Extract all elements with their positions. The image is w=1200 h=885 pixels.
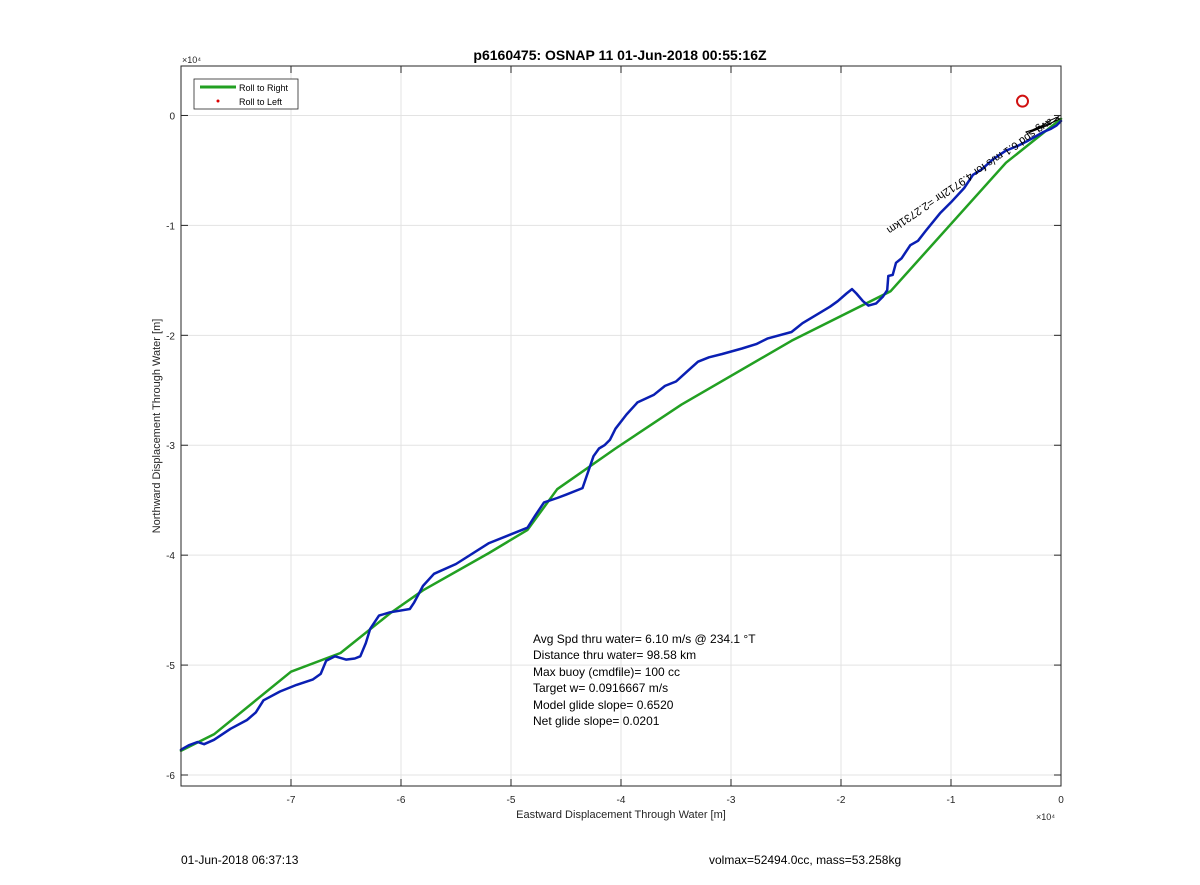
surface-marker-circle [1016, 94, 1029, 108]
legend-label-roll-right: Roll to Right [239, 83, 289, 93]
tick-labels: -7 -6 -5 -4 -3 -2 -1 0 0 -1 -2 -3 -4 -5 -6 [166, 111, 1064, 806]
footer-summary: volmax=52494.0cc, mass=53.258kg [709, 853, 902, 867]
x-tick-label: -4 [617, 795, 626, 806]
series-layer [179, 116, 1063, 753]
ticks [181, 66, 1062, 786]
x-exponent-label: ×10⁴ [1036, 812, 1055, 822]
legend-label-roll-left: Roll to Left [239, 97, 283, 107]
chart-title: p6160475: OSNAP 11 01-Jun-2018 00:55:16Z [473, 47, 767, 63]
y-tick-label: -3 [166, 441, 175, 452]
stats-avg-speed: Avg Spd thru water= 6.10 m/s @ 234.1 °T [533, 632, 756, 646]
legend-marker-roll-left [216, 99, 220, 103]
footer-timestamp: 01-Jun-2018 06:37:13 [181, 853, 299, 867]
stats-max-buoy: Max buoy (cmdfile)= 100 cc [533, 664, 681, 679]
legend: Roll to Right Roll to Left [193, 78, 299, 110]
x-tick-label: -5 [507, 795, 516, 806]
x-tick-label: -1 [947, 795, 956, 806]
y-tick-label: -2 [166, 331, 175, 342]
stats-target-w: Target w= 0.0916667 m/s [533, 681, 669, 696]
y-exponent-label: ×10⁴ [182, 55, 201, 65]
x-tick-label: 0 [1058, 795, 1064, 806]
stats-block: Avg Spd thru water= 6.10 m/s @ 234.1 °T … [533, 631, 756, 729]
y-tick-label: -6 [166, 771, 175, 782]
legend-box [193, 78, 299, 110]
x-tick-label: -6 [397, 795, 406, 806]
stats-distance: Distance thru water= 98.58 km [533, 648, 697, 663]
stats-model-glide-slope: Model glide slope= 0.6520 [533, 697, 674, 712]
y-tick-label: 0 [169, 111, 175, 122]
y-axis-label: Northward Displacement Through Water [m] [151, 319, 163, 534]
markers-layer [1016, 94, 1029, 108]
x-axis-label: Eastward Displacement Through Water [m] [516, 809, 726, 821]
x-tick-label: -2 [837, 795, 846, 806]
y-tick-label: -1 [166, 221, 175, 232]
y-tick-label: -4 [166, 551, 175, 562]
series-line-0 [179, 117, 1063, 753]
series-line-2 [1025, 116, 1061, 134]
stats-net-glide-slope: Net glide slope= 0.0201 [533, 714, 660, 729]
x-tick-label: -7 [287, 795, 296, 806]
series-line-1 [179, 119, 1063, 751]
x-tick-label: -3 [727, 795, 736, 806]
y-tick-label: -5 [166, 661, 175, 672]
